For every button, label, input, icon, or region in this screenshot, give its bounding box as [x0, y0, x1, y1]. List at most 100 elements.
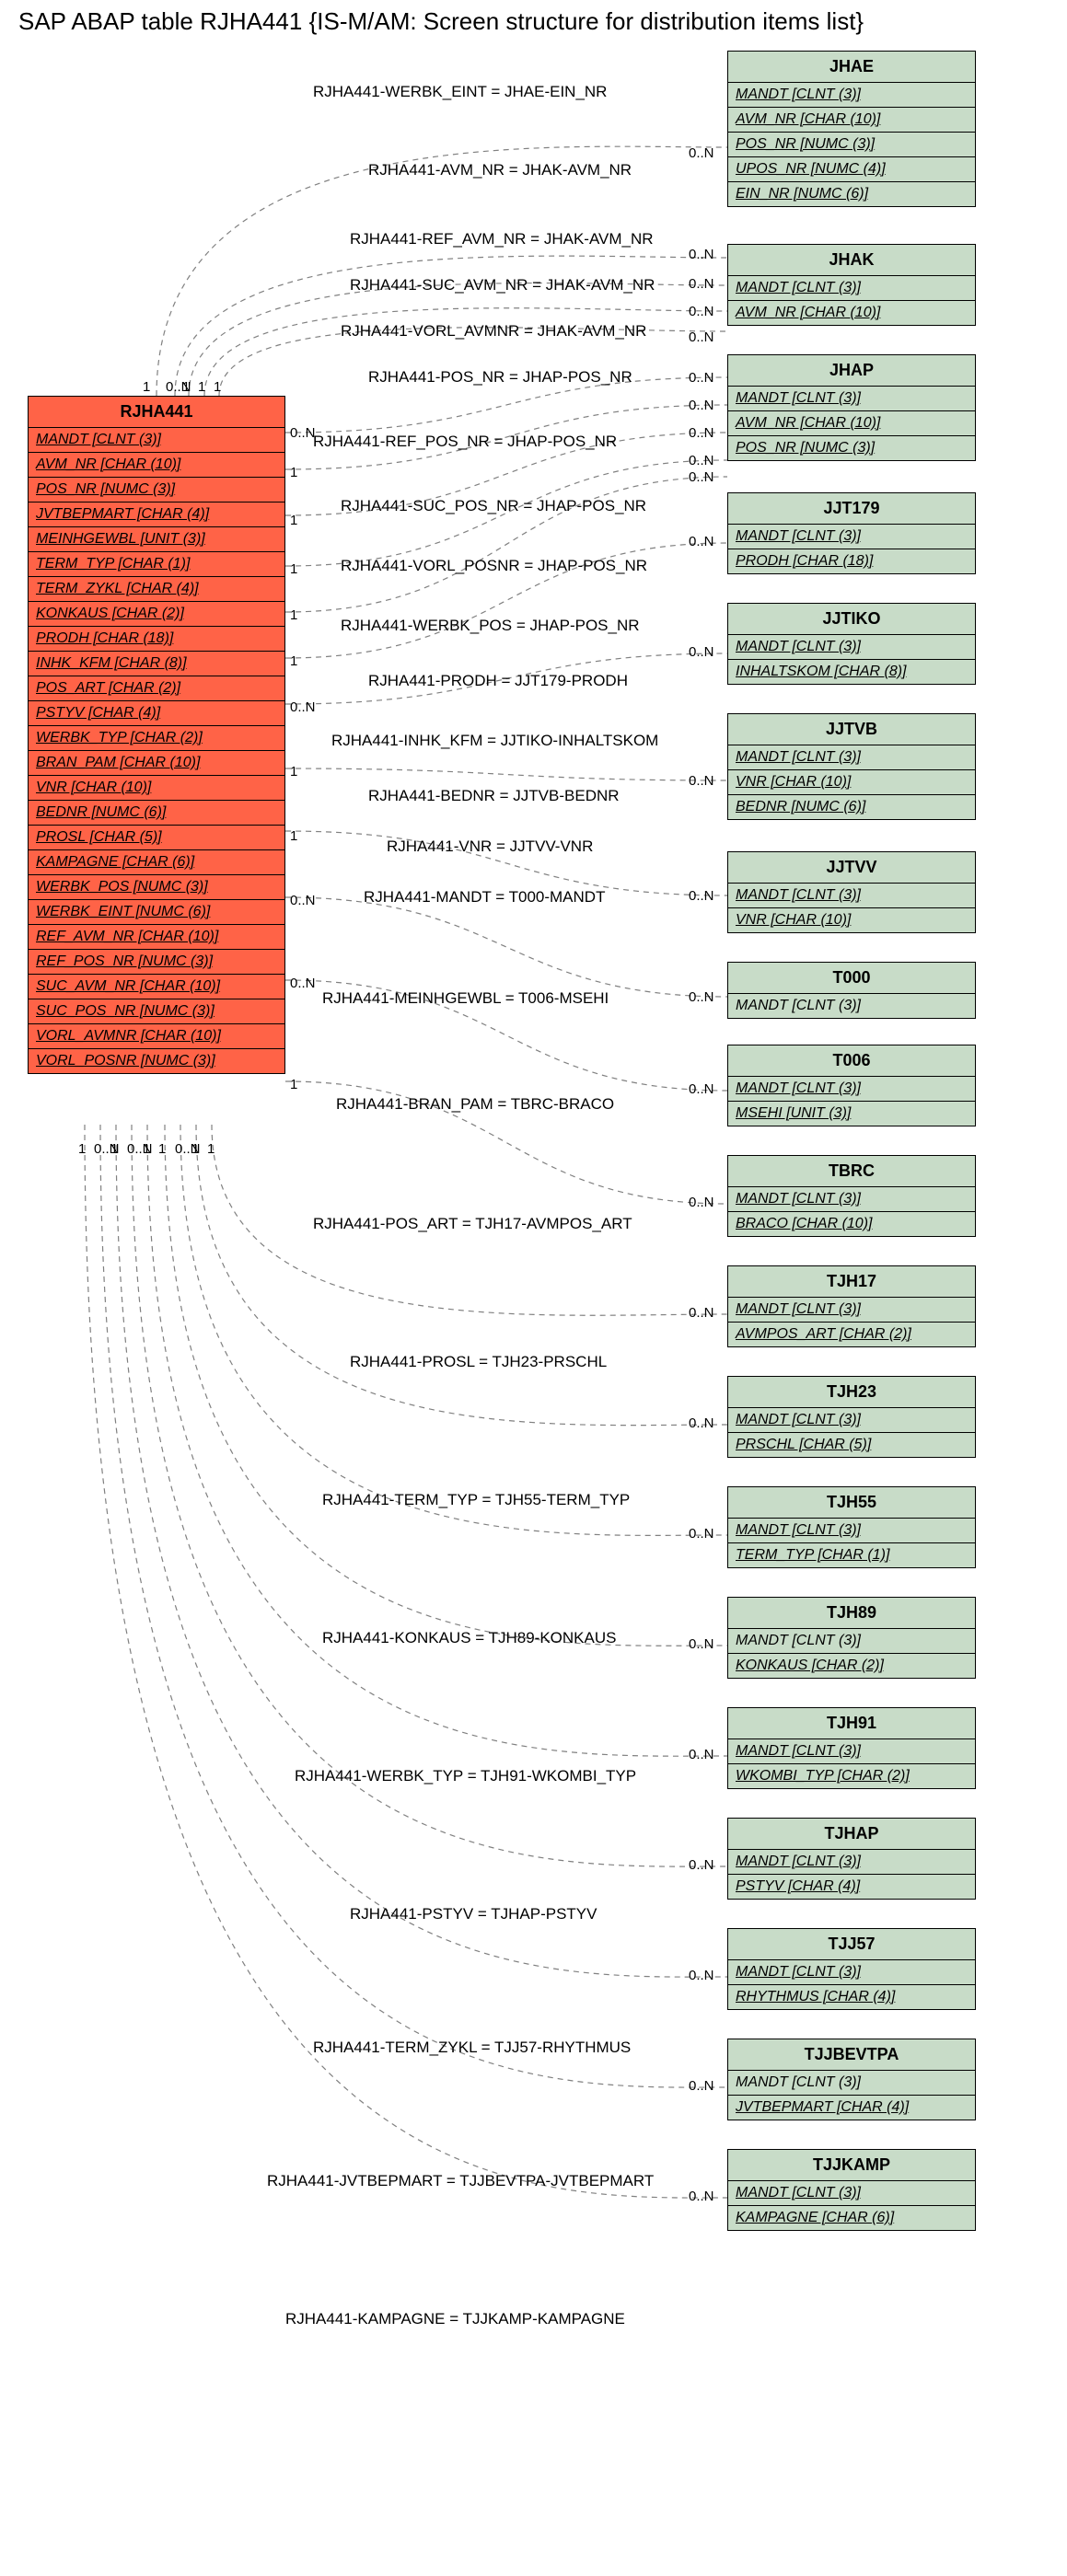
cardinality-target: 0..N: [689, 1195, 714, 1210]
entity-field: UPOS_NR [NUMC (4)]: [728, 157, 975, 182]
cardinality-source: 1: [198, 379, 205, 395]
entity-header: RJHA441: [29, 397, 284, 428]
entity-field: JVTBEPMART [CHAR (4)]: [728, 2096, 975, 2120]
ref-entity-tjjkamp: TJJKAMPMANDT [CLNT (3)]KAMPAGNE [CHAR (6…: [727, 2149, 976, 2231]
entity-field: MEINHGEWBL [UNIT (3)]: [29, 527, 284, 552]
entity-field: TERM_ZYKL [CHAR (4)]: [29, 577, 284, 602]
relation-label: RJHA441-WERBK_TYP = TJH91-WKOMBI_TYP: [295, 1767, 636, 1785]
entity-header: TJJKAMP: [728, 2150, 975, 2181]
ref-entity-tbrc: TBRCMANDT [CLNT (3)]BRACO [CHAR (10)]: [727, 1155, 976, 1237]
cardinality-target: 0..N: [689, 1857, 714, 1873]
ref-entity-tjjbevtpa: TJJBEVTPAMANDT [CLNT (3)]JVTBEPMART [CHA…: [727, 2039, 976, 2120]
relation-edge: [285, 768, 727, 780]
entity-field: BEDNR [NUMC (6)]: [29, 801, 284, 826]
cardinality-source: 1: [143, 379, 150, 395]
cardinality-target: 0..N: [689, 329, 714, 345]
entity-field: KONKAUS [CHAR (2)]: [29, 602, 284, 627]
relation-edge: [180, 1125, 727, 1535]
cardinality-source: 0..N: [94, 1141, 120, 1157]
entity-header: TBRC: [728, 1156, 975, 1187]
entity-field: INHALTSKOM [CHAR (8)]: [728, 660, 975, 684]
relation-label: RJHA441-INHK_KFM = JJTIKO-INHALTSKOM: [331, 732, 658, 750]
entity-header: JJT179: [728, 493, 975, 525]
cardinality-source: 1: [290, 465, 297, 480]
cardinality-target: 0..N: [689, 370, 714, 386]
relation-label: RJHA441-TERM_ZYKL = TJJ57-RHYTHMUS: [313, 2039, 631, 2057]
cardinality-source: 1: [290, 1077, 297, 1092]
relation-edge: [196, 1125, 727, 1426]
relation-label: RJHA441-JVTBEPMART = TJJBEVTPA-JVTBEPMAR…: [267, 2172, 654, 2190]
entity-field: MANDT [CLNT (3)]: [728, 635, 975, 660]
cardinality-source: 1: [290, 561, 297, 577]
ref-entity-jjt179: JJT179MANDT [CLNT (3)]PRODH [CHAR (18)]: [727, 492, 976, 574]
entity-field: TERM_TYP [CHAR (1)]: [728, 1543, 975, 1567]
entity-field: MANDT [CLNT (3)]: [728, 83, 975, 108]
ref-entity-t006: T006MANDT [CLNT (3)]MSEHI [UNIT (3)]: [727, 1045, 976, 1126]
relation-edge: [100, 1125, 727, 2087]
entity-header: TJH55: [728, 1487, 975, 1519]
relation-label: RJHA441-WERBK_POS = JHAP-POS_NR: [341, 617, 640, 635]
entity-field: WKOMBI_TYP [CHAR (2)]: [728, 1764, 975, 1788]
cardinality-target: 0..N: [689, 1415, 714, 1431]
entity-field: AVMPOS_ART [CHAR (2)]: [728, 1323, 975, 1346]
entity-header: JHAE: [728, 52, 975, 83]
cardinality-source: 0..N: [290, 893, 316, 908]
cardinality-source: 1: [290, 513, 297, 528]
cardinality-source: 1: [290, 828, 297, 844]
cardinality-target: 0..N: [689, 534, 714, 549]
relation-label: RJHA441-AVM_NR = JHAK-AVM_NR: [368, 161, 632, 179]
entity-field: MANDT [CLNT (3)]: [728, 1298, 975, 1323]
entity-field: JVTBEPMART [CHAR (4)]: [29, 502, 284, 527]
entity-field: PSTYV [CHAR (4)]: [728, 1875, 975, 1899]
cardinality-target: 0..N: [689, 2189, 714, 2204]
entity-header: JJTVV: [728, 852, 975, 884]
ref-entity-jjtvv: JJTVVMANDT [CLNT (3)]VNR [CHAR (10)]: [727, 851, 976, 933]
relation-edge: [165, 1125, 727, 1646]
main-entity-rjha441: RJHA441MANDT [CLNT (3)]AVM_NR [CHAR (10)…: [28, 396, 285, 1074]
entity-field: AVM_NR [CHAR (10)]: [29, 453, 284, 478]
cardinality-target: 0..N: [689, 989, 714, 1005]
cardinality-source: 1: [78, 1141, 86, 1157]
entity-field: MANDT [CLNT (3)]: [728, 2181, 975, 2206]
entity-field: MANDT [CLNT (3)]: [728, 1077, 975, 1102]
entity-field: VORL_POSNR [NUMC (3)]: [29, 1049, 284, 1073]
relation-label: RJHA441-MEINHGEWBL = T006-MSEHI: [322, 989, 609, 1008]
entity-field: KONKAUS [CHAR (2)]: [728, 1654, 975, 1678]
relation-edge: [157, 146, 727, 396]
ref-entity-tjhap: TJHAPMANDT [CLNT (3)]PSTYV [CHAR (4)]: [727, 1818, 976, 1900]
entity-field: RHYTHMUS [CHAR (4)]: [728, 1985, 975, 2009]
cardinality-source: 0..N: [290, 425, 316, 441]
relation-label: RJHA441-REF_AVM_NR = JHAK-AVM_NR: [350, 230, 654, 248]
cardinality-target: 0..N: [689, 247, 714, 262]
ref-entity-t000: T000MANDT [CLNT (3)]: [727, 962, 976, 1019]
entity-field: BRAN_PAM [CHAR (10)]: [29, 751, 284, 776]
entity-field: BRACO [CHAR (10)]: [728, 1212, 975, 1236]
entity-field: MSEHI [UNIT (3)]: [728, 1102, 975, 1126]
ref-entity-jhap: JHAPMANDT [CLNT (3)]AVM_NR [CHAR (10)]PO…: [727, 354, 976, 461]
entity-field: TERM_TYP [CHAR (1)]: [29, 552, 284, 577]
entity-field: POS_NR [NUMC (3)]: [29, 478, 284, 502]
entity-field: VNR [CHAR (10)]: [728, 770, 975, 795]
ref-entity-jhak: JHAKMANDT [CLNT (3)]AVM_NR [CHAR (10)]: [727, 244, 976, 326]
entity-field: PRODH [CHAR (18)]: [29, 627, 284, 652]
entity-field: MANDT [CLNT (3)]: [728, 1629, 975, 1654]
relation-label: RJHA441-TERM_TYP = TJH55-TERM_TYP: [322, 1491, 630, 1509]
entity-header: JHAP: [728, 355, 975, 387]
entity-header: TJH23: [728, 1377, 975, 1408]
entity-field: VNR [CHAR (10)]: [728, 908, 975, 932]
ref-entity-tjh91: TJH91MANDT [CLNT (3)]WKOMBI_TYP [CHAR (2…: [727, 1707, 976, 1789]
cardinality-source: 1: [182, 379, 190, 395]
cardinality-source: 0..N: [175, 1141, 201, 1157]
ref-entity-jjtvb: JJTVBMANDT [CLNT (3)]VNR [CHAR (10)]BEDN…: [727, 713, 976, 820]
cardinality-source: 0..N: [290, 976, 316, 991]
entity-field: MANDT [CLNT (3)]: [728, 884, 975, 908]
cardinality-source: 1: [290, 764, 297, 780]
entity-field: MANDT [CLNT (3)]: [728, 1960, 975, 1985]
entity-field: PRSCHL [CHAR (5)]: [728, 1433, 975, 1457]
entity-field: MANDT [CLNT (3)]: [728, 1187, 975, 1212]
relation-label: RJHA441-REF_POS_NR = JHAP-POS_NR: [313, 433, 617, 451]
entity-field: MANDT [CLNT (3)]: [29, 428, 284, 453]
relation-label: RJHA441-BRAN_PAM = TBRC-BRACO: [336, 1095, 614, 1114]
cardinality-target: 0..N: [689, 644, 714, 660]
cardinality-target: 0..N: [689, 2078, 714, 2094]
